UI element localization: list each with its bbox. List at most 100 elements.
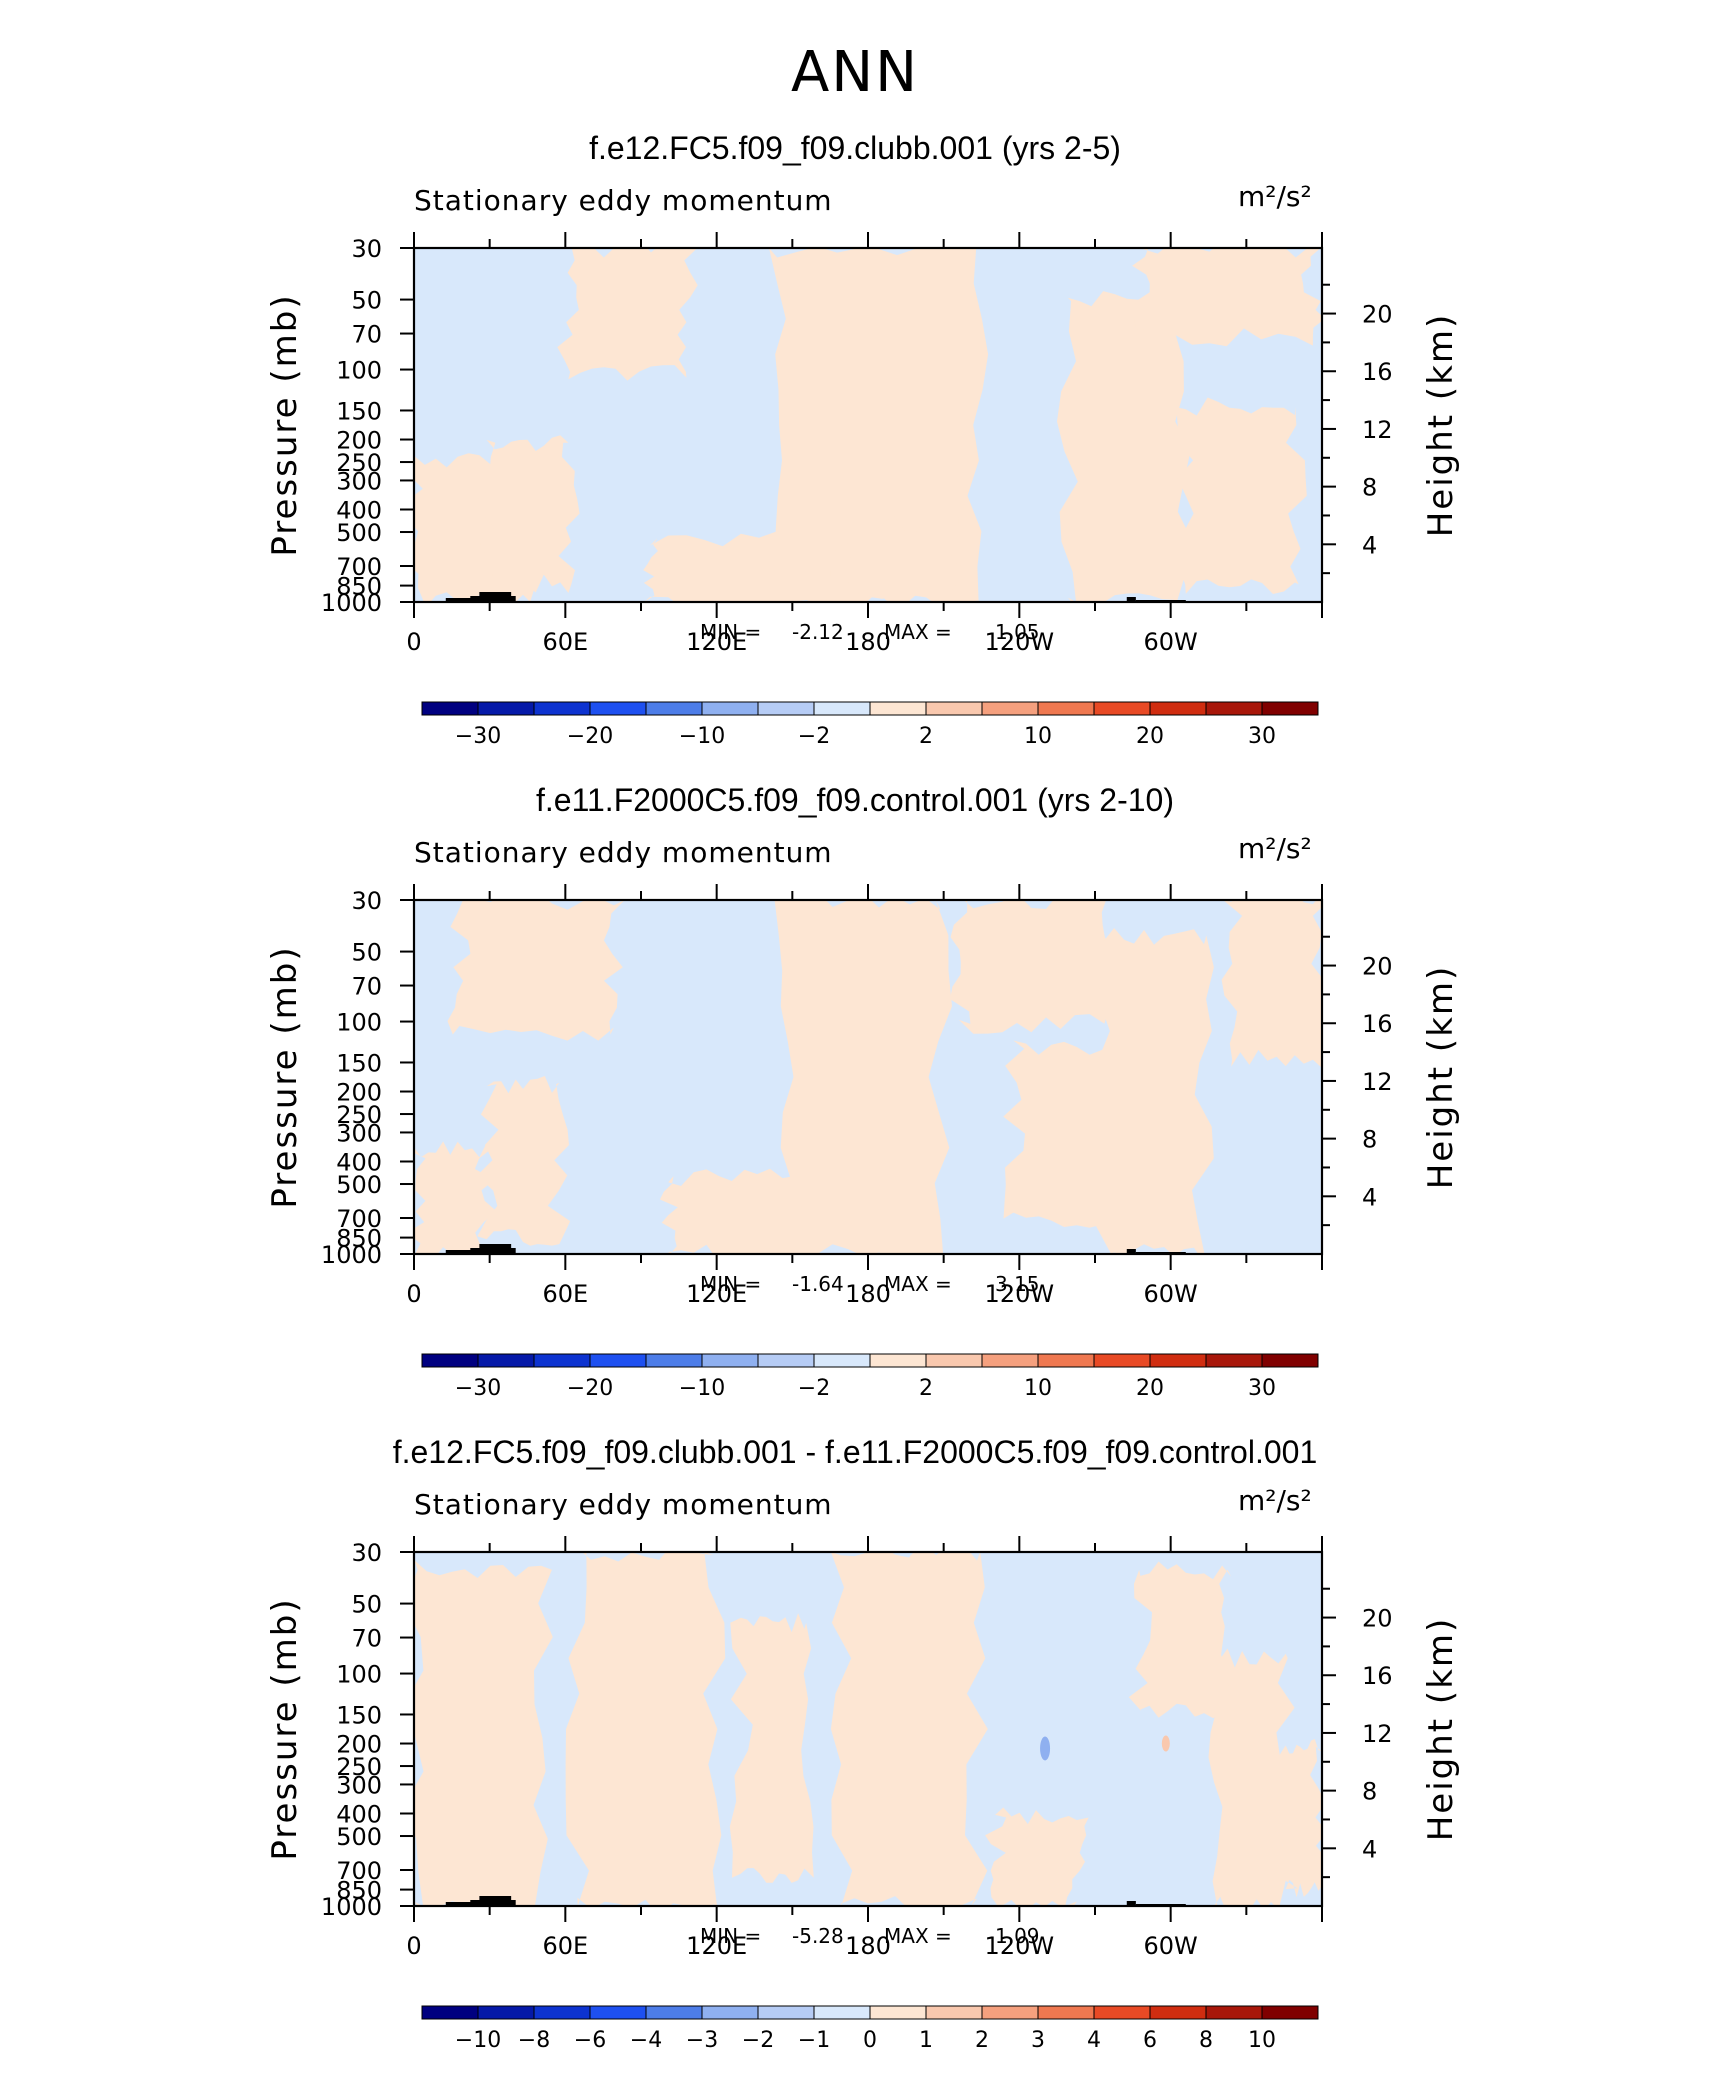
colorbar-swatch <box>813 1353 871 1368</box>
colorbar-swatch <box>869 2005 927 2020</box>
colorbar-swatch <box>589 1353 647 1368</box>
colorbar-label: −2 <box>798 1376 830 1401</box>
y-tick-label: 100 <box>336 357 382 385</box>
x-tick-label: 0 <box>406 1932 421 1960</box>
y-right-tick-label: 16 <box>1362 358 1393 386</box>
chart-panel-1: f.e12.FC5.f09_f09.clubb.001 (yrs 2-5) St… <box>0 130 1710 780</box>
y-tick-label: 200 <box>336 427 382 455</box>
x-tick-label: 60E <box>542 628 588 656</box>
y-tick-label: 50 <box>351 1591 382 1619</box>
y-right-tick-label: 20 <box>1362 301 1393 329</box>
y-tick-label: 150 <box>336 1049 382 1077</box>
max-value: 1.09 <box>995 1924 1040 1948</box>
colorbar-label: −6 <box>574 2028 606 2053</box>
colorbar-label: 4 <box>1087 2028 1101 2053</box>
colorbar-swatch <box>645 2005 703 2020</box>
x-tick-label: 120W <box>985 1932 1055 1960</box>
x-tick-label: 120E <box>686 1280 747 1308</box>
colorbar-swatch <box>533 701 591 716</box>
contour-region <box>565 1552 726 1906</box>
x-tick-label: 120E <box>686 628 747 656</box>
y-right-tick-label: 16 <box>1362 1662 1393 1690</box>
y-tick-label: 400 <box>336 1148 382 1176</box>
x-tick-label: 180 <box>845 1932 891 1960</box>
y-tick-label: 250 <box>336 1101 382 1129</box>
y-axis-label: Pressure (mb) <box>265 293 305 556</box>
colorbar-label: 2 <box>919 724 933 749</box>
colorbar-swatch <box>421 2005 479 2020</box>
x-tick-label: 120W <box>985 628 1055 656</box>
x-tick-label: 120E <box>686 1932 747 1960</box>
y-right-tick-label: 4 <box>1362 531 1377 559</box>
contour-region <box>659 1168 807 1254</box>
colorbar-swatch <box>1093 1353 1151 1368</box>
contour-region <box>1132 248 1322 347</box>
colorbar-swatch <box>533 2005 591 2020</box>
y-tick-label: 400 <box>336 496 382 524</box>
y-tick-label: 850 <box>336 1877 382 1905</box>
contour-region <box>414 1141 497 1254</box>
topography-block <box>470 1248 516 1254</box>
y-tick-label: 150 <box>336 1701 382 1729</box>
contour-region <box>1128 1561 1232 1720</box>
min-label: MIN = <box>700 1924 762 1948</box>
y-right-axis-label: Height (km) <box>1421 313 1461 538</box>
colorbar-swatch <box>1037 2005 1095 2020</box>
y-right-tick-label: 8 <box>1362 1778 1377 1806</box>
y-axis-label: Pressure (mb) <box>265 945 305 1208</box>
contour-region <box>1208 1648 1295 1906</box>
x-tick-label: 120W <box>985 1280 1055 1308</box>
y-tick-label: 400 <box>336 1800 382 1828</box>
colorbar-swatch <box>981 701 1039 716</box>
contour-field <box>414 900 1322 1254</box>
colorbar-label: 2 <box>975 2028 989 2053</box>
colorbar-label: −10 <box>455 2028 501 2053</box>
colorbar-swatch <box>645 701 703 716</box>
colorbar-swatch <box>589 2005 647 2020</box>
max-label: MAX = <box>884 1272 952 1296</box>
y-tick-label: 1000 <box>321 1241 382 1269</box>
colorbar-swatch <box>477 2005 535 2020</box>
y-tick-label: 1000 <box>321 1893 382 1921</box>
contour-region <box>1040 1736 1051 1761</box>
colorbar-label: 6 <box>1143 2028 1157 2053</box>
y-right-tick-label: 8 <box>1362 1126 1377 1154</box>
contour-region <box>478 435 580 593</box>
colorbar-label: −20 <box>567 724 613 749</box>
contour-region <box>985 1807 1089 1906</box>
colorbar-label: −30 <box>455 724 501 749</box>
y-tick-label: 200 <box>336 1731 382 1759</box>
colorbar-label: 10 <box>1024 1376 1052 1401</box>
y-right-tick-label: 20 <box>1362 1605 1393 1633</box>
colorbar-swatch <box>869 1353 927 1368</box>
min-value: -5.28 <box>792 1924 844 1948</box>
colorbar-label: 10 <box>1248 2028 1276 2053</box>
colorbar-label: 1 <box>919 2028 933 2053</box>
topography-block <box>470 596 516 602</box>
colorbar-label: 30 <box>1248 1376 1276 1401</box>
max-value: 1.05 <box>995 620 1040 644</box>
colorbar-swatch <box>981 2005 1039 2020</box>
colorbar-swatch <box>701 2005 759 2020</box>
max-label: MAX = <box>884 620 952 644</box>
contour-region <box>447 900 625 1041</box>
colorbar-swatch <box>1205 701 1263 716</box>
units-label: m²/s² <box>1238 1484 1312 1517</box>
y-tick-label: 30 <box>351 887 382 915</box>
colorbar-swatch <box>1037 1353 1095 1368</box>
contour-region <box>729 1613 814 1883</box>
colorbar-label: −3 <box>686 2028 718 2053</box>
y-tick-label: 850 <box>336 573 382 601</box>
x-tick-label: 60W <box>1144 628 1198 656</box>
colorbar-swatch <box>1149 701 1207 716</box>
colorbar-label: 3 <box>1031 2028 1045 2053</box>
max-value: 3.15 <box>995 1272 1040 1296</box>
contour-region <box>840 514 970 602</box>
colorbar-swatch <box>1205 2005 1263 2020</box>
variable-label: Stationary eddy momentum <box>414 836 833 869</box>
colorbar-swatch <box>1037 701 1095 716</box>
colorbar-swatch <box>1093 2005 1151 2020</box>
y-tick-label: 100 <box>336 1661 382 1689</box>
contour-region <box>950 900 1115 1034</box>
min-label: MIN = <box>700 620 762 644</box>
